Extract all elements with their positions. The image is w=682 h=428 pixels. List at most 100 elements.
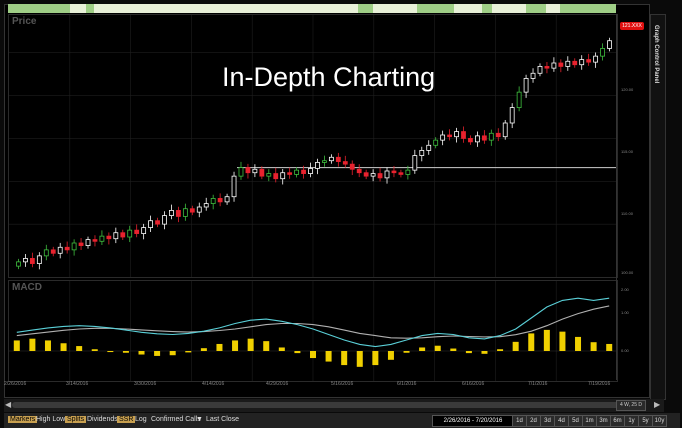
event-marker[interactable] bbox=[454, 4, 482, 13]
date-tick: 3/30/2016 bbox=[134, 381, 157, 387]
histogram-bar bbox=[481, 351, 488, 354]
candle bbox=[36, 255, 42, 264]
candle bbox=[447, 134, 452, 138]
histogram-bar bbox=[138, 351, 145, 355]
candle bbox=[280, 172, 286, 180]
candle bbox=[266, 173, 272, 177]
range-button-2d[interactable]: 2d bbox=[526, 415, 541, 427]
histogram-bar bbox=[450, 348, 457, 351]
candle bbox=[252, 168, 258, 174]
range-button-3d[interactable]: 3d bbox=[540, 415, 555, 427]
candle bbox=[607, 40, 612, 49]
candle bbox=[134, 229, 140, 234]
range-button-5y[interactable]: 5y bbox=[638, 415, 653, 427]
candle bbox=[148, 220, 153, 228]
price-pane[interactable]: Price bbox=[8, 14, 618, 278]
log-toggle[interactable]: Log bbox=[135, 416, 147, 423]
candle bbox=[544, 66, 550, 69]
candle bbox=[92, 239, 98, 242]
zoom-readout[interactable]: 4 W, 25 D bbox=[616, 400, 646, 411]
histogram-bar bbox=[247, 338, 254, 351]
range-button-1m[interactable]: 1m bbox=[582, 415, 597, 427]
event-marker[interactable] bbox=[94, 4, 102, 13]
last-close-toggle[interactable]: Last Close bbox=[206, 416, 240, 423]
macd-pane-title: MACD bbox=[12, 282, 42, 293]
event-timeline-bar[interactable] bbox=[8, 4, 616, 13]
candle bbox=[71, 242, 77, 251]
price-axis: 120.00 115.00 110.00 100.00 2.00 1.00 0.… bbox=[616, 14, 649, 380]
candle bbox=[78, 242, 84, 246]
event-marker[interactable] bbox=[70, 4, 86, 13]
event-marker[interactable] bbox=[373, 4, 417, 13]
candle bbox=[127, 229, 133, 238]
event-marker[interactable] bbox=[546, 4, 560, 13]
event-marker[interactable] bbox=[492, 4, 526, 13]
candle bbox=[29, 258, 35, 264]
date-tick: 2/26/2016 bbox=[4, 381, 27, 387]
candle bbox=[523, 78, 529, 93]
scroll-left-icon[interactable]: ◀ bbox=[5, 400, 12, 409]
histogram-bar bbox=[122, 351, 129, 353]
date-range-field[interactable]: 2/26/2016 - 7/20/2016 bbox=[432, 415, 514, 427]
axis-tick: 115.00 bbox=[621, 149, 633, 154]
graph-control-panel[interactable]: Graph Control Panel bbox=[650, 14, 666, 400]
candle bbox=[203, 203, 209, 208]
scrollbar-thumb[interactable] bbox=[12, 402, 642, 408]
candle bbox=[120, 232, 126, 238]
range-button-4d[interactable]: 4d bbox=[554, 415, 569, 427]
candle bbox=[412, 155, 418, 171]
chevron-down-icon[interactable]: ▼ bbox=[196, 416, 203, 423]
candle bbox=[141, 227, 147, 234]
macd-axis-tick: 0.00 bbox=[621, 348, 629, 353]
histogram-bar bbox=[497, 349, 504, 351]
event-marker[interactable] bbox=[102, 4, 358, 13]
candle bbox=[405, 169, 411, 175]
candle bbox=[217, 198, 223, 203]
axis-tick: 100.00 bbox=[621, 270, 634, 275]
candle bbox=[551, 62, 557, 69]
range-button-6m[interactable]: 6m bbox=[610, 415, 625, 427]
macd-chart[interactable] bbox=[9, 281, 617, 381]
candle bbox=[516, 91, 522, 108]
range-button-1y[interactable]: 1y bbox=[624, 415, 639, 427]
chart-options-bar: Markers High Low Splits Dividends SSR Lo… bbox=[4, 413, 680, 428]
date-tick: 4/14/2016 bbox=[202, 381, 225, 387]
histogram-bar bbox=[29, 338, 36, 351]
candle bbox=[57, 246, 63, 254]
candle bbox=[433, 139, 439, 146]
candle bbox=[85, 239, 91, 246]
candle bbox=[301, 169, 306, 174]
dividends-toggle[interactable]: Dividends bbox=[87, 416, 118, 423]
macd-pane[interactable]: MACD bbox=[8, 280, 618, 382]
macd-axis-tick: 1.00 bbox=[621, 310, 629, 315]
date-tick: 6/1/2016 bbox=[397, 381, 417, 387]
candle bbox=[419, 150, 425, 156]
histogram-bar bbox=[465, 351, 472, 354]
histogram-bar bbox=[403, 351, 410, 353]
high-low-toggle[interactable]: High Low bbox=[36, 416, 66, 423]
candle bbox=[322, 160, 327, 163]
macd-line bbox=[16, 297, 610, 348]
candle bbox=[259, 168, 265, 177]
histogram-bar bbox=[200, 348, 207, 351]
candle bbox=[377, 173, 383, 179]
histogram-bar bbox=[216, 343, 223, 351]
range-button-1d[interactable]: 1d bbox=[512, 415, 527, 427]
histogram-bar bbox=[575, 336, 582, 351]
candle bbox=[335, 156, 341, 162]
scroll-right-icon[interactable]: ▶ bbox=[654, 400, 661, 409]
range-button-10y[interactable]: 10y bbox=[652, 415, 667, 427]
range-button-5d[interactable]: 5d bbox=[568, 415, 583, 427]
splits-toggle[interactable]: Splits bbox=[65, 416, 87, 423]
price-chart[interactable] bbox=[9, 15, 617, 277]
candle bbox=[50, 249, 56, 254]
candle bbox=[537, 66, 543, 74]
confirmed-calls-toggle[interactable]: Confirmed Calls bbox=[151, 416, 201, 423]
range-button-3m[interactable]: 3m bbox=[596, 415, 611, 427]
time-scrollbar[interactable]: ◀ 4 W, 25 D ▶ bbox=[4, 399, 664, 412]
candle bbox=[356, 168, 362, 174]
ssr-toggle[interactable]: SSR bbox=[117, 416, 136, 423]
last-price-tag: 121.XXX bbox=[620, 22, 644, 30]
axis-tick: 120.00 bbox=[621, 87, 634, 92]
markers-toggle[interactable]: Markers bbox=[8, 416, 38, 423]
